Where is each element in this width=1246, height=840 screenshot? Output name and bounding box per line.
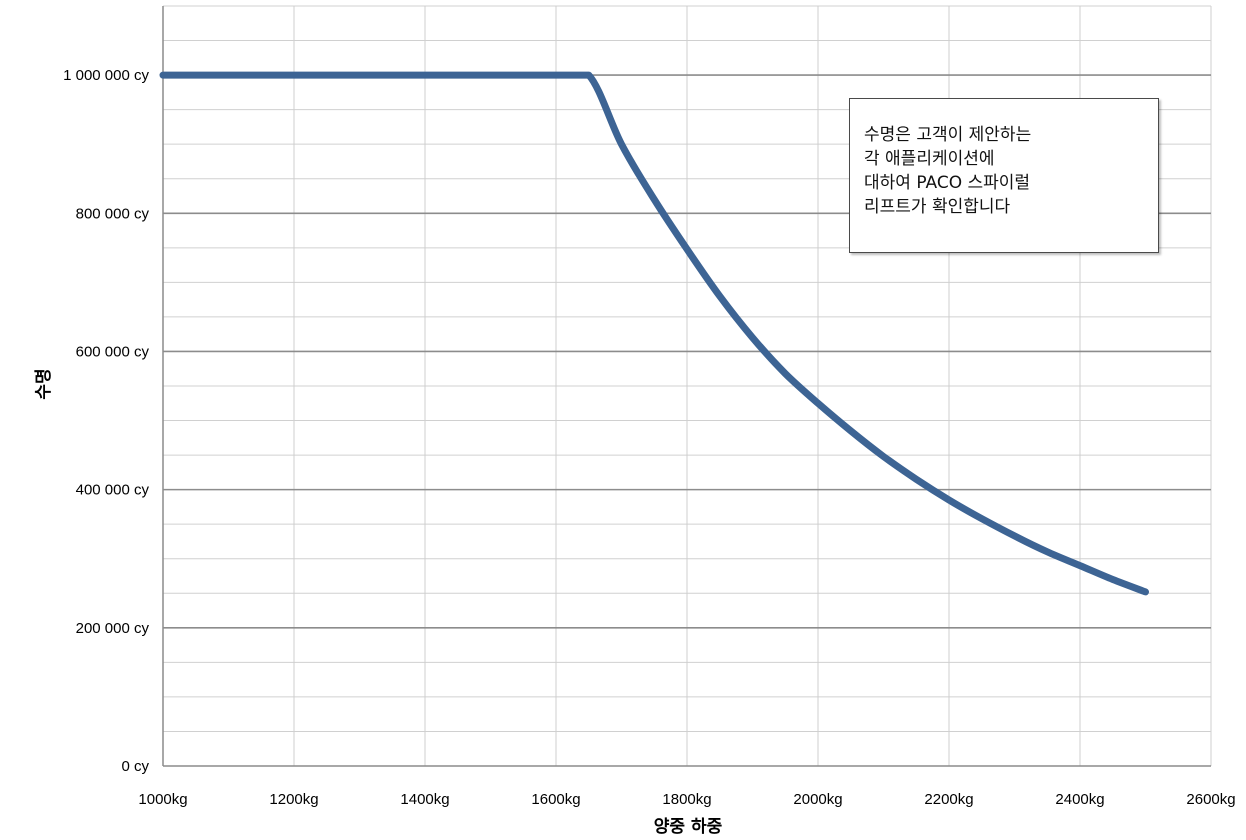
- y-tick-labels: 0 cy 200 000 cy 400 000 cy 600 000 cy 800 00…: [63, 67, 149, 775]
- x-axis-title: 양중 하중: [654, 817, 723, 837]
- x-tick-label: 1600kg: [531, 791, 580, 808]
- series-layer: [159, 71, 1149, 596]
- series-line: [159, 71, 1149, 596]
- x-tick-label: 1000kg: [138, 791, 187, 808]
- y-tick-label: 1 000 000 cy: [63, 67, 149, 84]
- x-tick-label: 2600kg: [1186, 791, 1235, 808]
- annotation-line: 수명은 고객이 제안하는: [864, 125, 1032, 145]
- axes: [162, 6, 1211, 767]
- x-tick-label: 1800kg: [662, 791, 711, 808]
- y-tick-label: 600 000 cy: [76, 343, 150, 360]
- x-tick-label: 1400kg: [400, 791, 449, 808]
- y-tick-label: 400 000 cy: [76, 482, 150, 499]
- x-tick-label: 2000kg: [793, 791, 842, 808]
- x-tick-label: 2200kg: [924, 791, 973, 808]
- annotation-line: 대하여 PACO 스파이럴: [864, 173, 1031, 193]
- annotation-line: 리프트가 확인합니다: [864, 197, 1011, 217]
- y-axis-title: 수명: [34, 368, 54, 399]
- annotation-box: 수명은 고객이 제안하는 각 애플리케이션에 대하여 PACO 스파이럴 리프트…: [849, 98, 1159, 253]
- x-tick-labels: 1000kg 1200kg 1400kg 1600kg 1800kg 2000kg 2200…: [138, 791, 1235, 808]
- x-tick-label: 2400kg: [1055, 791, 1104, 808]
- y-tick-label: 800 000 cy: [76, 205, 150, 222]
- y-tick-label: 0 cy: [121, 758, 149, 775]
- annotation-line: 각 애플리케이션에: [864, 149, 995, 169]
- y-tick-label: 200 000 cy: [76, 620, 150, 637]
- x-tick-label: 1200kg: [269, 791, 318, 808]
